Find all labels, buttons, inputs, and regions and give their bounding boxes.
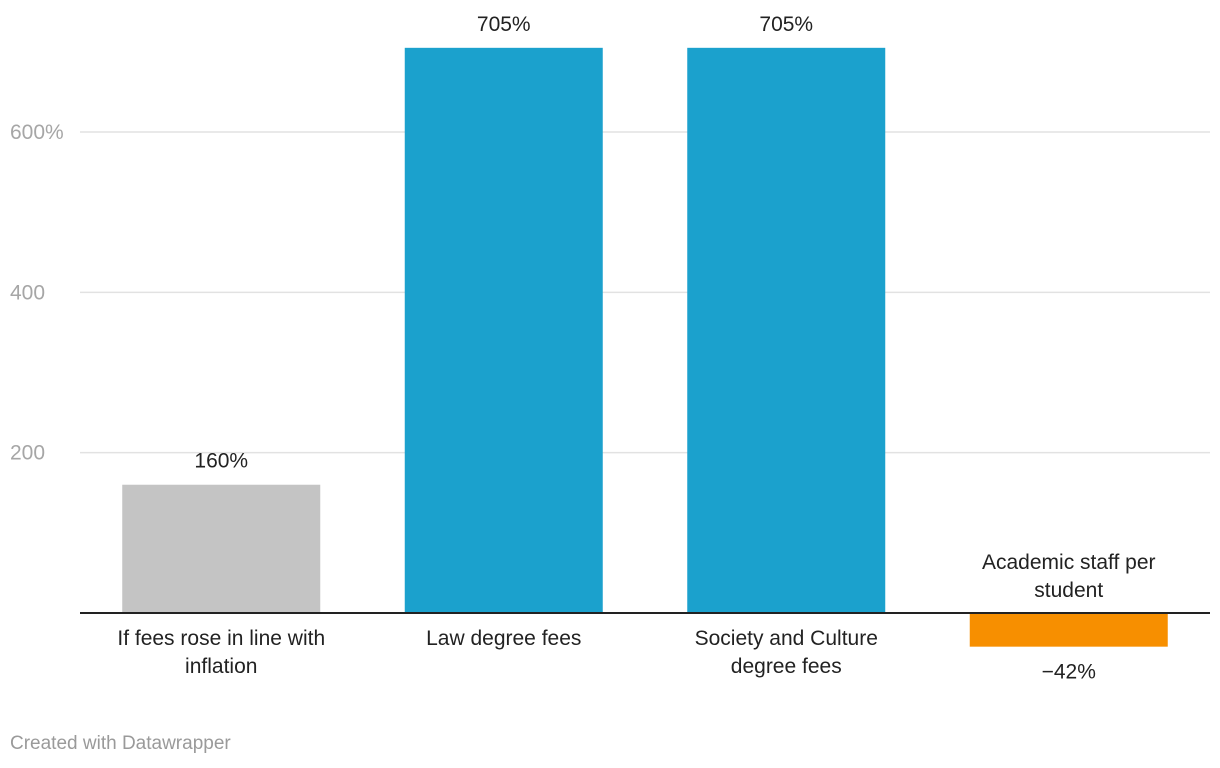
bar-3 [687,47,886,613]
bars [122,47,1168,647]
bar-4 [969,613,1168,647]
datawrapper-credit: Created with Datawrapper [10,733,231,754]
gridlines [80,131,1210,454]
value-label-1: 160% [194,450,248,473]
y-axis-ticks: 200 400 600% [10,121,64,465]
bar-1 [122,484,321,613]
value-labels: 160% 705% 705% −42% [194,13,1096,684]
bar-2 [404,47,603,613]
y-tick-label: 200 [10,442,45,465]
y-tick-label: 400 [10,281,45,304]
value-label-3: 705% [759,13,813,36]
category-label-4: Academic staff per student [982,551,1156,602]
category-labels: If fees rose in line with inflation Law de… [117,551,1155,678]
value-label-2: 705% [477,13,531,36]
y-tick-label: 600% [10,121,64,144]
value-label-4: −42% [1042,661,1096,684]
category-label-2: Law degree fees [426,627,581,650]
category-label-1: If fees rose in line with inflation [117,627,325,678]
category-label-3: Society and Culture degree fees [695,627,878,678]
